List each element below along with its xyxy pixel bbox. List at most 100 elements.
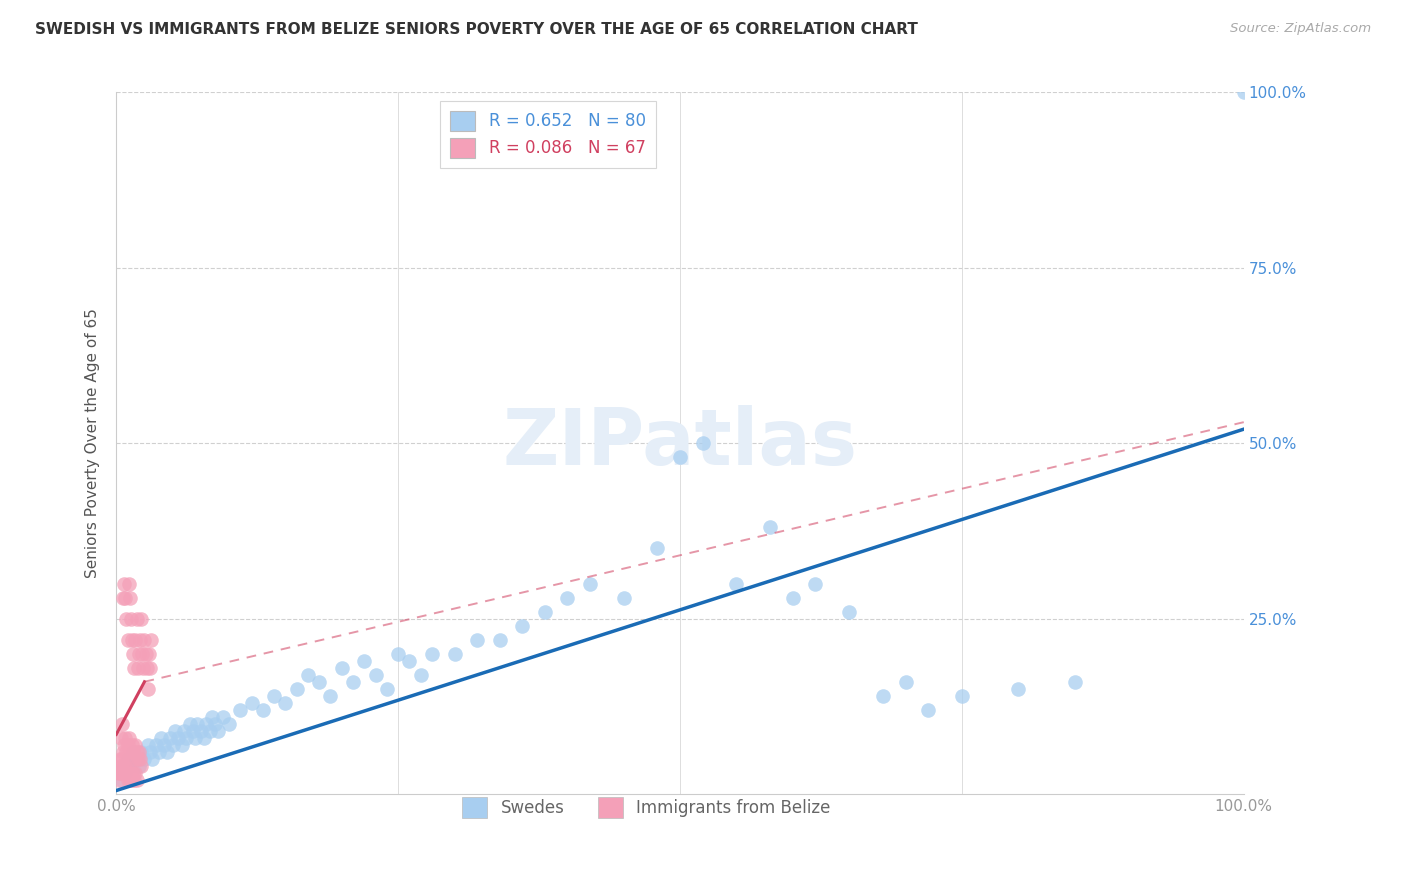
Point <box>125 772 148 787</box>
Point <box>193 731 215 745</box>
Point <box>112 759 135 773</box>
Point <box>170 738 193 752</box>
Point <box>162 738 184 752</box>
Point <box>121 632 143 647</box>
Point <box>136 738 159 752</box>
Point <box>121 738 143 752</box>
Point <box>127 752 149 766</box>
Point <box>114 766 136 780</box>
Point <box>135 647 157 661</box>
Point <box>579 576 602 591</box>
Y-axis label: Seniors Poverty Over the Age of 65: Seniors Poverty Over the Age of 65 <box>86 309 100 578</box>
Point <box>201 710 224 724</box>
Point <box>129 745 152 759</box>
Point <box>122 766 145 780</box>
Point <box>141 632 163 647</box>
Point <box>107 766 129 780</box>
Point <box>107 772 129 787</box>
Point <box>179 717 201 731</box>
Point <box>118 731 141 745</box>
Point <box>111 766 134 780</box>
Point <box>138 647 160 661</box>
Point <box>174 731 197 745</box>
Point <box>387 647 409 661</box>
Point <box>195 717 218 731</box>
Point <box>263 689 285 703</box>
Point <box>118 576 141 591</box>
Point <box>115 612 138 626</box>
Point <box>1007 681 1029 696</box>
Point <box>229 703 252 717</box>
Point <box>443 647 465 661</box>
Point <box>148 745 170 759</box>
Point <box>118 591 141 605</box>
Point <box>118 766 141 780</box>
Point <box>129 759 152 773</box>
Point <box>110 759 132 773</box>
Point <box>122 745 145 759</box>
Point <box>917 703 939 717</box>
Point <box>120 766 142 780</box>
Point <box>804 576 827 591</box>
Point <box>159 731 181 745</box>
Point <box>112 759 135 773</box>
Point <box>156 745 179 759</box>
Point <box>124 766 146 780</box>
Point <box>114 731 136 745</box>
Point <box>342 674 364 689</box>
Point <box>274 696 297 710</box>
Point <box>252 703 274 717</box>
Point <box>115 766 138 780</box>
Point <box>124 752 146 766</box>
Point <box>647 541 669 556</box>
Point <box>134 752 156 766</box>
Point <box>782 591 804 605</box>
Point <box>124 738 146 752</box>
Point <box>118 759 141 773</box>
Point <box>110 759 132 773</box>
Point <box>129 612 152 626</box>
Point <box>285 681 308 696</box>
Point <box>330 661 353 675</box>
Point <box>139 661 162 675</box>
Point <box>364 667 387 681</box>
Point <box>198 723 221 738</box>
Text: ZIPatlas: ZIPatlas <box>502 405 858 481</box>
Point <box>112 738 135 752</box>
Point <box>122 647 145 661</box>
Point <box>950 689 973 703</box>
Point <box>125 745 148 759</box>
Point <box>121 772 143 787</box>
Point <box>375 681 398 696</box>
Point <box>128 759 150 773</box>
Point <box>613 591 636 605</box>
Point <box>122 745 145 759</box>
Point <box>127 661 149 675</box>
Text: SWEDISH VS IMMIGRANTS FROM BELIZE SENIORS POVERTY OVER THE AGE OF 65 CORRELATION: SWEDISH VS IMMIGRANTS FROM BELIZE SENIOR… <box>35 22 918 37</box>
Point <box>111 717 134 731</box>
Point <box>124 772 146 787</box>
Point <box>125 752 148 766</box>
Point <box>136 681 159 696</box>
Point <box>110 731 132 745</box>
Point <box>872 689 894 703</box>
Point <box>725 576 748 591</box>
Point <box>409 667 432 681</box>
Point <box>124 661 146 675</box>
Point <box>117 632 139 647</box>
Point <box>894 674 917 689</box>
Point <box>135 661 157 675</box>
Point <box>173 723 195 738</box>
Point <box>1063 674 1085 689</box>
Point <box>124 632 146 647</box>
Point <box>112 745 135 759</box>
Point <box>111 752 134 766</box>
Point <box>186 717 208 731</box>
Point <box>190 723 212 738</box>
Point <box>132 661 155 675</box>
Point <box>112 766 135 780</box>
Point <box>120 752 142 766</box>
Point <box>669 450 692 465</box>
Point <box>218 717 240 731</box>
Point <box>150 731 173 745</box>
